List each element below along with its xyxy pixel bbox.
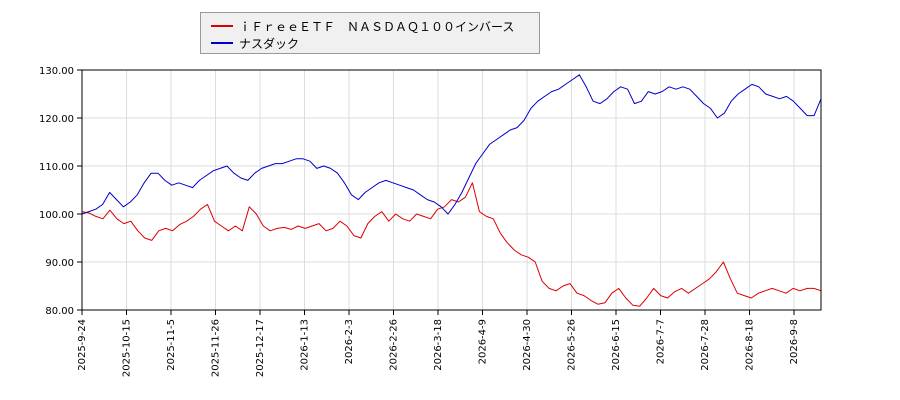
x-tick-label: 2025-10-15: [122, 319, 133, 377]
y-tick-label: 130.00: [39, 66, 74, 77]
y-tick-label: 110.00: [39, 162, 74, 173]
legend-item-series-2: ナスダック: [211, 34, 299, 52]
x-tick-label: 2026-2-3: [344, 319, 355, 364]
y-tick-label: 120.00: [39, 114, 74, 125]
x-tick-label: 2026-9-8: [789, 319, 800, 364]
y-tick-label: 80.00: [45, 306, 74, 317]
legend-item-series-1: ｉＦｒｅｅＥＴＦ ＮＡＳＤＡＱ１００インバース: [211, 17, 514, 35]
x-tick-label: 2026-7-7: [656, 319, 667, 364]
x-tick-label: 2026-7-28: [700, 319, 711, 371]
x-tick-label: 2025-11-26: [211, 319, 222, 377]
x-tick-label: 2026-1-13: [300, 319, 311, 371]
x-tick-label: 2025-9-24: [77, 319, 88, 371]
y-tick-label: 90.00: [45, 258, 74, 269]
legend-swatch-series-1: [211, 25, 233, 27]
series-line-2: [81, 74, 822, 215]
legend-label-series-2: ナスダック: [239, 36, 300, 51]
x-tick-label: 2026-6-15: [611, 319, 622, 371]
legend: ｉＦｒｅｅＥＴＦ ＮＡＳＤＡＱ１００インバース ナスダック: [200, 12, 540, 54]
x-axis: 2025-9-24 2025-10-15 2025-11-5 2025-11-26 20…: [77, 310, 800, 377]
plot-frame: [81, 69, 822, 311]
plot-area: [82, 70, 821, 310]
x-tick-label: 2026-4-30: [522, 319, 533, 371]
x-tick-label: 2026-2-26: [389, 319, 400, 371]
series-lines: [81, 74, 822, 307]
legend-label-series-1: ｉＦｒｅｅＥＴＦ ＮＡＳＤＡＱ１００インバース: [239, 19, 515, 34]
x-tick-label: 2025-12-17: [255, 319, 266, 377]
x-tick-label: 2025-11-5: [166, 319, 177, 371]
y-axis: 130.00 120.00 110.00 100.00 90.00 80.00: [39, 66, 82, 317]
series-line-1: [81, 182, 822, 307]
x-tick-label: 2026-8-18: [745, 319, 756, 371]
y-tick-label: 100.00: [39, 210, 74, 221]
x-tick-label: 2026-4-9: [478, 319, 489, 364]
x-tick-label: 2026-3-18: [433, 319, 444, 371]
legend-swatch-series-2: [211, 42, 233, 44]
x-tick-label: 2026-5-26: [567, 319, 578, 371]
